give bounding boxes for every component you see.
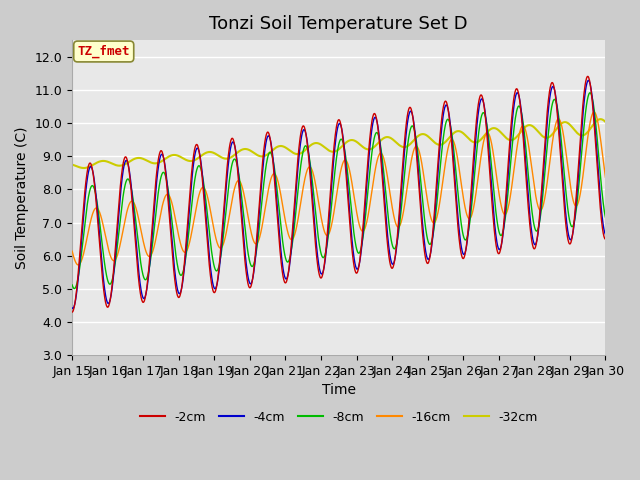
- Y-axis label: Soil Temperature (C): Soil Temperature (C): [15, 126, 29, 269]
- Title: Tonzi Soil Temperature Set D: Tonzi Soil Temperature Set D: [209, 15, 468, 33]
- X-axis label: Time: Time: [322, 384, 356, 397]
- Text: TZ_fmet: TZ_fmet: [77, 45, 130, 58]
- Legend: -2cm, -4cm, -8cm, -16cm, -32cm: -2cm, -4cm, -8cm, -16cm, -32cm: [134, 406, 543, 429]
